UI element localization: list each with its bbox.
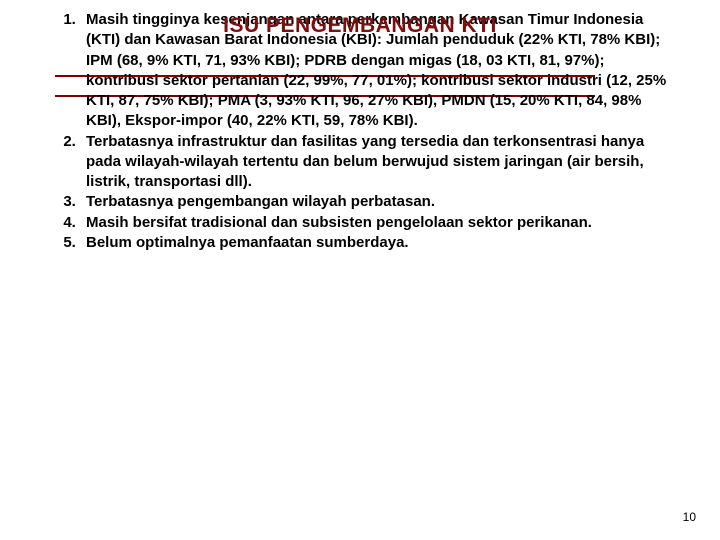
list-item: Masih tingginya kesenjangan antara perke… — [80, 10, 680, 132]
list-item: Belum optimalnya pemanfaatan sumberdaya. — [80, 233, 680, 253]
slide: ISU PENGEMBANGAN KTI Masih tingginya kes… — [0, 0, 720, 540]
page-number: 10 — [683, 510, 696, 524]
list-item: Terbatasnya infrastruktur dan fasilitas … — [80, 132, 680, 193]
issue-list: Masih tingginya kesenjangan antara perke… — [40, 10, 680, 253]
list-item: Masih bersifat tradisional dan subsisten… — [80, 213, 680, 233]
list-item: Terbatasnya pengembangan wilayah perbata… — [80, 192, 680, 212]
